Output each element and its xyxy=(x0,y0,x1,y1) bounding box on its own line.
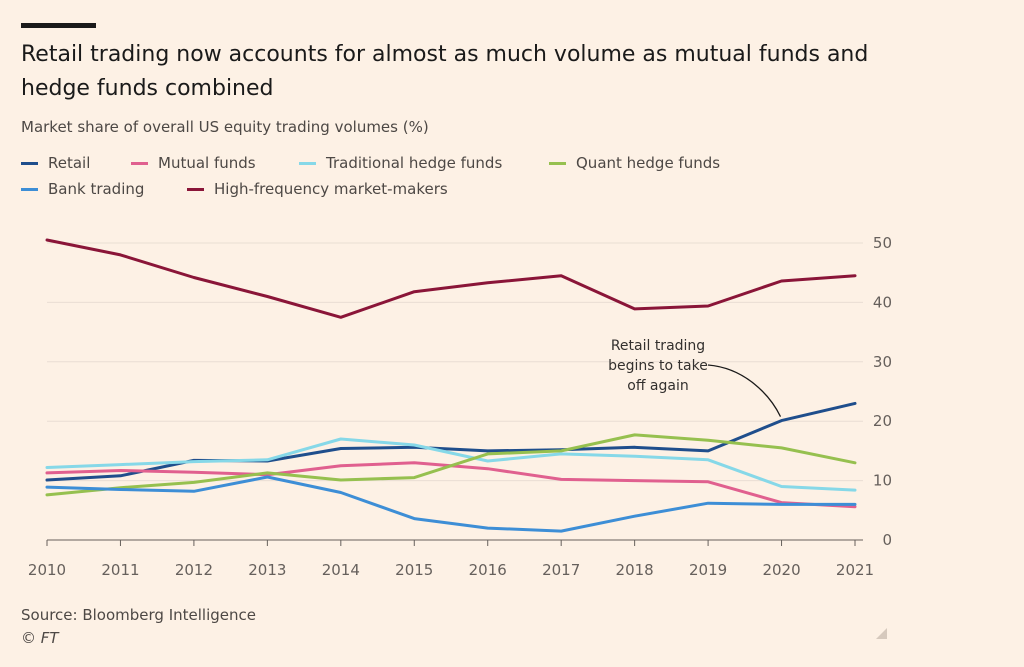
y-tick-label-10: 10 xyxy=(873,472,892,490)
header-accent-bar xyxy=(21,23,96,28)
annotation-line-2: begins to take xyxy=(608,358,708,374)
legend-label-high-frequency-market-makers: High-frequency market-makers xyxy=(214,180,448,198)
y-tick-label-50: 50 xyxy=(873,234,892,252)
x-tick-label-2020: 2020 xyxy=(762,561,800,579)
x-tick-label-2017: 2017 xyxy=(542,561,580,579)
y-axis-ticks: 0 10 20 30 40 50 xyxy=(873,234,892,549)
ft-credit: © FT xyxy=(21,629,59,647)
annotation: Retail trading begins to take off again xyxy=(608,338,782,417)
x-tick-label-2011: 2011 xyxy=(101,561,139,579)
y-tick-label-0: 0 xyxy=(882,531,892,549)
annotation-line-1: Retail trading xyxy=(611,338,705,354)
x-tick-label-2015: 2015 xyxy=(395,561,433,579)
series-lines xyxy=(45,238,857,533)
legend-label-quant-hedge-funds: Quant hedge funds xyxy=(576,154,721,172)
y-tick-label-40: 40 xyxy=(873,293,892,311)
x-axis-ticks: 2010 2011 2012 2013 2014 2015 2016 2017 2018 2019… xyxy=(28,540,874,579)
source-note: Source: Bloomberg Intelligence xyxy=(21,606,256,624)
legend-label-bank-trading: Bank trading xyxy=(48,180,145,198)
series-line-quant-hedge-funds xyxy=(45,433,857,497)
legend-item-traditional-hedge-funds: Traditional hedge funds xyxy=(299,154,502,172)
x-tick-label-2018: 2018 xyxy=(616,561,654,579)
legend-item-retail: Retail xyxy=(21,154,90,172)
annotation-line-3: off again xyxy=(627,378,688,394)
legend-label-traditional-hedge-funds: Traditional hedge funds xyxy=(326,154,503,172)
gridlines xyxy=(47,242,863,541)
legend-item-quant-hedge-funds: Quant hedge funds xyxy=(549,154,720,172)
legend-item-high-frequency-market-makers: High-frequency market-makers xyxy=(187,180,448,198)
x-tick-label-2019: 2019 xyxy=(689,561,727,579)
x-tick-label-2021: 2021 xyxy=(836,561,874,579)
x-tick-label-2014: 2014 xyxy=(322,561,360,579)
legend-label-mutual-funds: Mutual funds xyxy=(158,154,256,172)
x-tick-label-2016: 2016 xyxy=(469,561,507,579)
chart-subtitle: Market share of overall US equity tradin… xyxy=(21,118,429,136)
legend-swatch-quant-hedge-funds xyxy=(549,161,566,165)
legend-swatch-retail xyxy=(21,161,38,165)
series-line-bank-trading xyxy=(45,475,857,533)
legend-label-retail: Retail xyxy=(48,154,91,172)
series-line-traditional-hedge-funds xyxy=(45,437,857,492)
legend-swatch-traditional-hedge-funds xyxy=(299,161,316,165)
legend-item-bank-trading: Bank trading xyxy=(21,180,144,198)
y-tick-label-30: 30 xyxy=(873,353,892,371)
legend-item-mutual-funds: Mutual funds xyxy=(131,154,256,172)
legend-swatch-high-frequency-market-makers xyxy=(187,187,204,191)
series-line-high-frequency-market-makers xyxy=(45,238,857,319)
x-tick-label-2012: 2012 xyxy=(175,561,213,579)
x-tick-label-2013: 2013 xyxy=(248,561,286,579)
y-tick-label-20: 20 xyxy=(873,412,892,430)
legend-swatch-bank-trading xyxy=(21,187,38,191)
annotation-arrow xyxy=(707,364,782,417)
legend-swatch-mutual-funds xyxy=(131,161,148,165)
chart-title: Retail trading now accounts for almost a… xyxy=(21,42,869,101)
x-tick-label-2010: 2010 xyxy=(28,561,66,579)
resize-handle-icon[interactable] xyxy=(876,628,887,639)
